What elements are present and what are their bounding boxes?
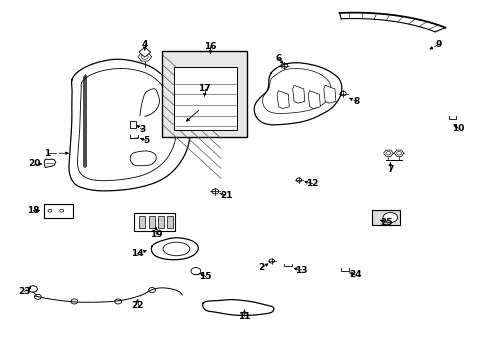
Text: 13: 13 — [295, 266, 307, 275]
Text: 21: 21 — [219, 190, 232, 199]
Polygon shape — [44, 159, 56, 167]
Text: 3: 3 — [139, 126, 145, 135]
Bar — [158, 216, 163, 228]
Text: 24: 24 — [348, 270, 361, 279]
Bar — [44, 204, 73, 217]
Text: 14: 14 — [131, 249, 143, 258]
Text: 2: 2 — [258, 263, 264, 272]
Bar — [371, 210, 399, 225]
Text: 18: 18 — [27, 206, 39, 215]
Bar — [139, 216, 145, 228]
Bar — [167, 216, 173, 228]
Text: 11: 11 — [238, 312, 250, 321]
Polygon shape — [307, 91, 320, 109]
Text: 9: 9 — [435, 40, 441, 49]
Text: 6: 6 — [275, 54, 281, 63]
Text: 23: 23 — [18, 287, 30, 296]
Text: 7: 7 — [386, 165, 393, 174]
Ellipse shape — [163, 242, 189, 256]
Text: 19: 19 — [149, 230, 162, 239]
Text: 1: 1 — [44, 149, 51, 158]
Polygon shape — [323, 85, 335, 103]
Text: 15: 15 — [199, 272, 211, 281]
Text: 4: 4 — [142, 40, 148, 49]
FancyBboxPatch shape — [162, 51, 246, 137]
Bar — [174, 67, 237, 130]
Text: 12: 12 — [305, 179, 318, 188]
Text: 5: 5 — [143, 136, 149, 145]
Text: 17: 17 — [198, 84, 210, 93]
Bar — [130, 121, 136, 128]
Text: 10: 10 — [451, 124, 464, 133]
Bar — [148, 216, 154, 228]
Polygon shape — [292, 85, 304, 103]
Polygon shape — [277, 91, 288, 109]
Text: 16: 16 — [204, 41, 216, 50]
Text: 22: 22 — [131, 301, 143, 310]
Text: 25: 25 — [380, 218, 392, 227]
Text: 20: 20 — [28, 159, 41, 168]
Bar — [133, 213, 175, 231]
Polygon shape — [139, 47, 150, 57]
Text: 8: 8 — [352, 97, 359, 106]
Ellipse shape — [382, 212, 397, 222]
